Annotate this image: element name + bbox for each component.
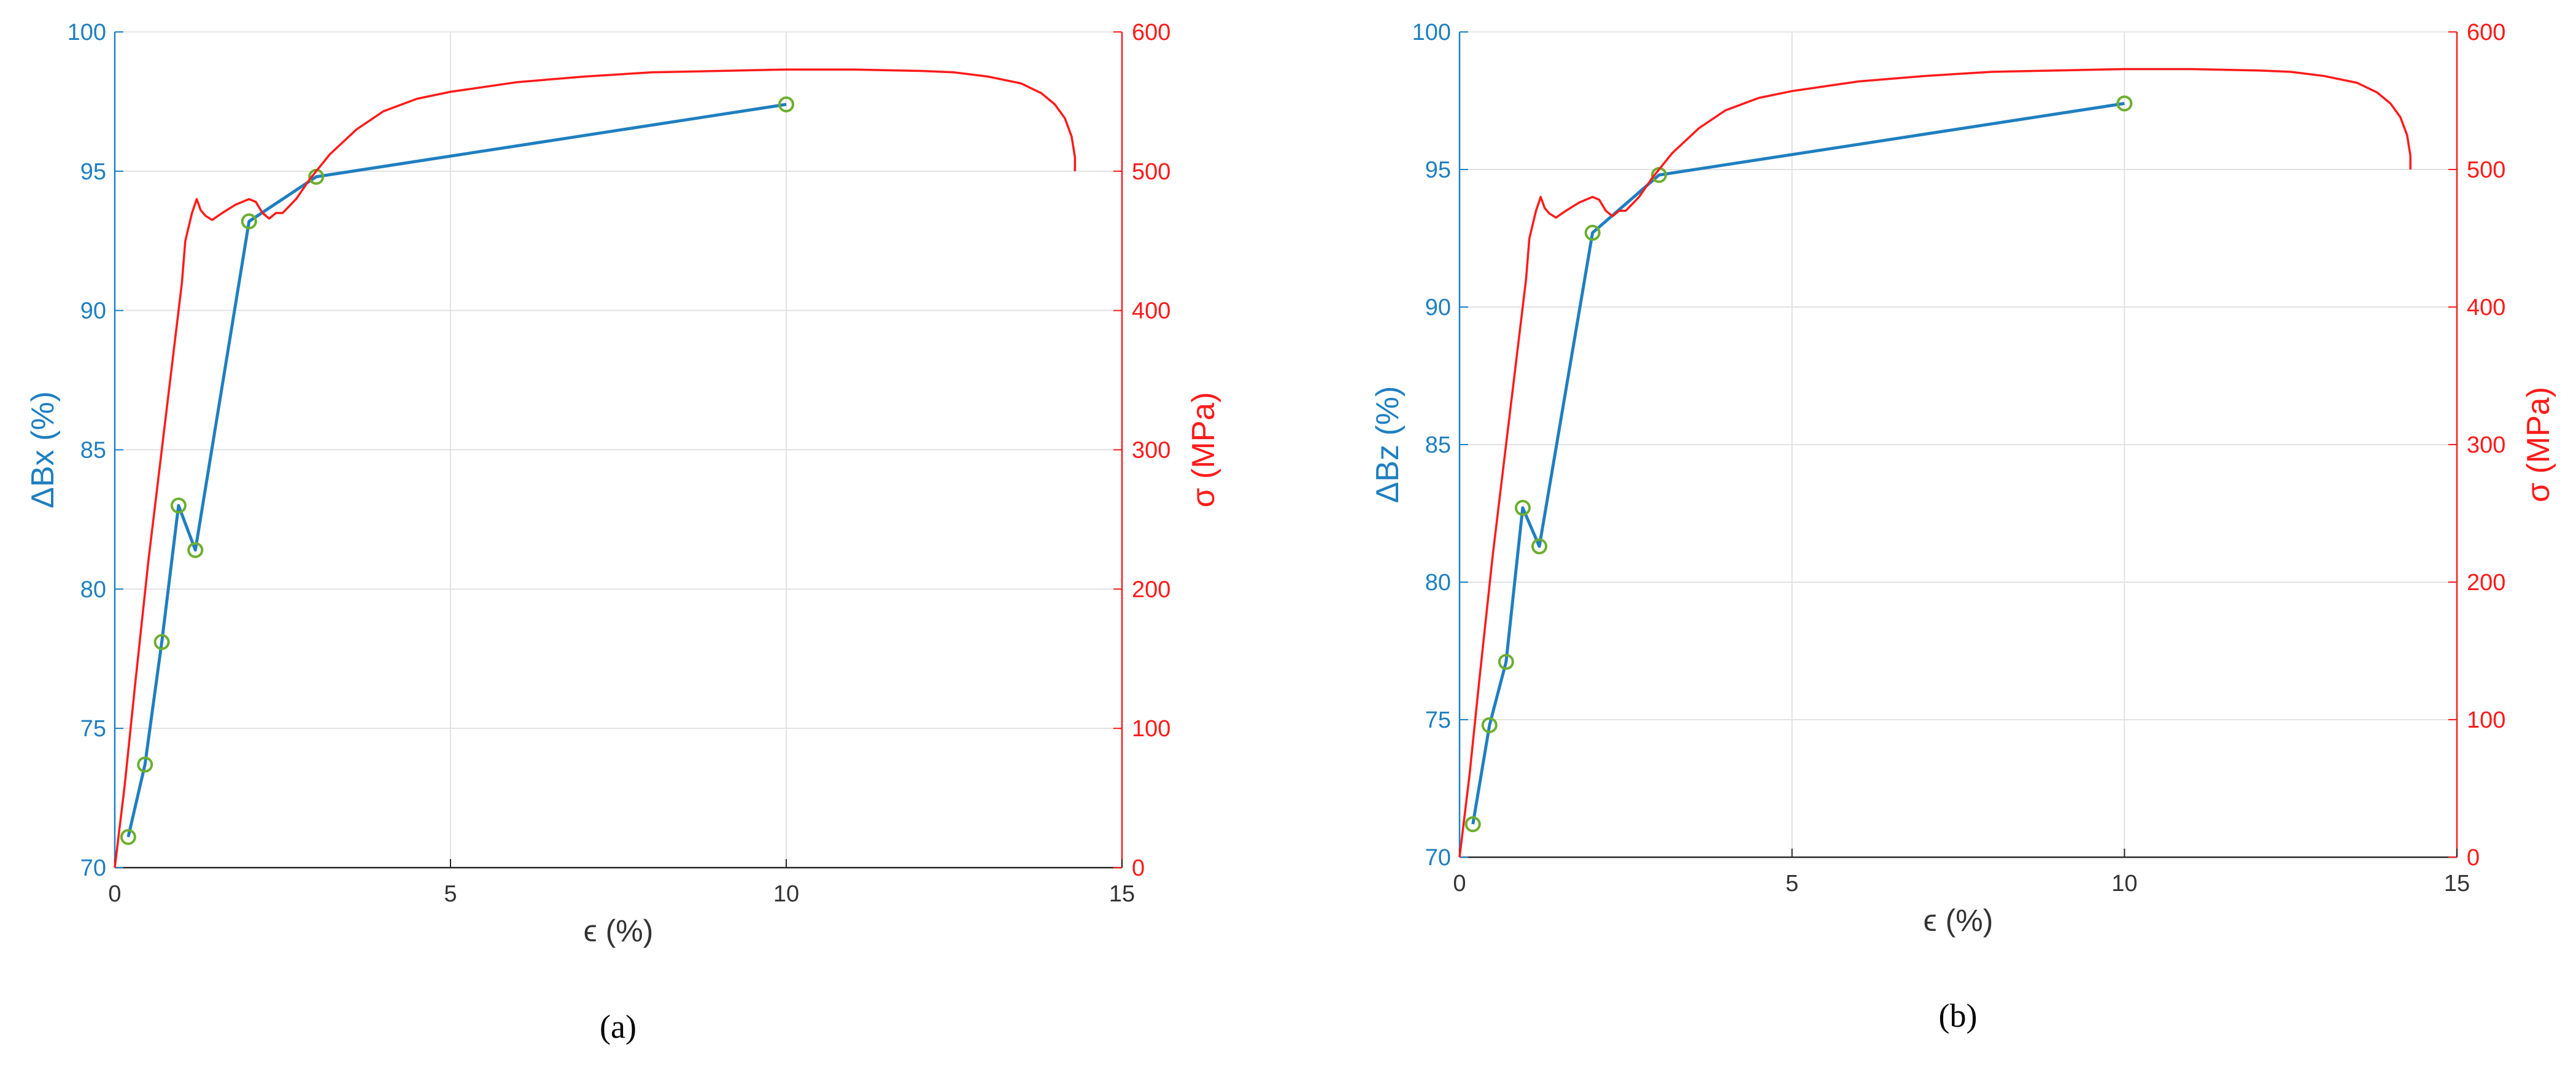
data-point	[241, 213, 257, 230]
data-point	[778, 96, 794, 112]
y-right-tick-label: 100	[2467, 707, 2505, 733]
chart-panel-1: 0 5 10 15 70 75 80 85 90 95 100 0 100 200 300 400 500 600…	[25, 20, 1221, 1045]
y-left-tick-label: 95	[1425, 157, 1451, 183]
data-point	[1498, 653, 1514, 670]
y-left-tick-label: 85	[80, 438, 106, 464]
delta-b-line	[126, 103, 787, 838]
y-left-tick-label: 75	[80, 716, 106, 742]
data-point	[153, 634, 170, 650]
x-axis-label: ϵ (%)	[584, 914, 654, 948]
y-right-tick-label: 200	[2467, 570, 2505, 596]
data-point	[1514, 500, 1531, 516]
stress-strain-line	[1458, 68, 2412, 858]
data-point	[2116, 95, 2133, 112]
y-right-tick-label: 500	[2467, 157, 2505, 183]
data-point	[1584, 225, 1601, 241]
y-left-tick-label: 95	[80, 159, 106, 185]
data-point	[170, 497, 187, 514]
x-tick-label: 15	[2444, 871, 2470, 897]
y-left-tick-label: 80	[1425, 570, 1451, 596]
y-right-tick-label: 300	[1132, 438, 1170, 464]
data-point	[1464, 816, 1481, 833]
y-left-tick-label: 100	[1412, 20, 1451, 45]
y-right-tick-label: 600	[1132, 20, 1170, 45]
x-tick-label: 0	[108, 881, 121, 907]
x-tick-label: 5	[1785, 871, 1798, 897]
y-right-axis-label: σ (MPa)	[1186, 392, 1221, 507]
y-right-tick-label: 300	[2467, 432, 2505, 458]
y-right-axis-label: σ (MPa)	[2521, 387, 2556, 502]
y-right-tick-label: 0	[1132, 855, 1145, 881]
y-left-tick-label: 90	[80, 298, 106, 324]
data-point	[187, 542, 204, 558]
panel-label: (a)	[600, 1008, 636, 1045]
stress-strain-line	[114, 68, 1077, 868]
y-right-tick-label: 0	[2467, 845, 2480, 871]
y-left-tick-label: 100	[68, 20, 106, 45]
y-left-tick-label: 80	[80, 577, 106, 602]
x-tick-label: 10	[773, 881, 799, 907]
data-point	[1481, 717, 1498, 733]
chart-panel-2: 0 5 10 15 70 75 80 85 90 95 100 0 100 200 300 400 500 600…	[1370, 20, 2556, 1034]
y-left-axis-label: ΔBz (%)	[1370, 386, 1406, 504]
x-tick-label: 0	[1453, 871, 1466, 897]
y-left-tick-label: 85	[1425, 432, 1451, 458]
x-axis-label: ϵ (%)	[1924, 903, 1994, 938]
y-right-tick-label: 400	[1132, 298, 1170, 324]
x-tick-label: 15	[1109, 881, 1135, 907]
y-right-tick-label: 100	[1132, 716, 1170, 742]
y-right-tick-label: 400	[2467, 295, 2505, 321]
y-left-tick-label: 75	[1425, 707, 1451, 733]
y-left-axis-label: ΔBx (%)	[25, 391, 61, 508]
data-point	[1531, 538, 1547, 554]
y-right-tick-label: 200	[1132, 577, 1170, 602]
delta-b-line	[1471, 102, 2125, 825]
y-right-tick-label: 500	[1132, 159, 1170, 185]
data-point	[137, 757, 153, 773]
x-tick-label: 10	[2111, 871, 2137, 897]
y-left-tick-label: 70	[80, 855, 106, 881]
y-right-tick-label: 600	[2467, 20, 2505, 45]
panel-label: (b)	[1939, 997, 1978, 1034]
x-tick-label: 5	[444, 881, 457, 907]
y-left-tick-label: 90	[1425, 295, 1451, 321]
data-point	[120, 829, 136, 846]
y-left-tick-label: 70	[1425, 845, 1451, 871]
